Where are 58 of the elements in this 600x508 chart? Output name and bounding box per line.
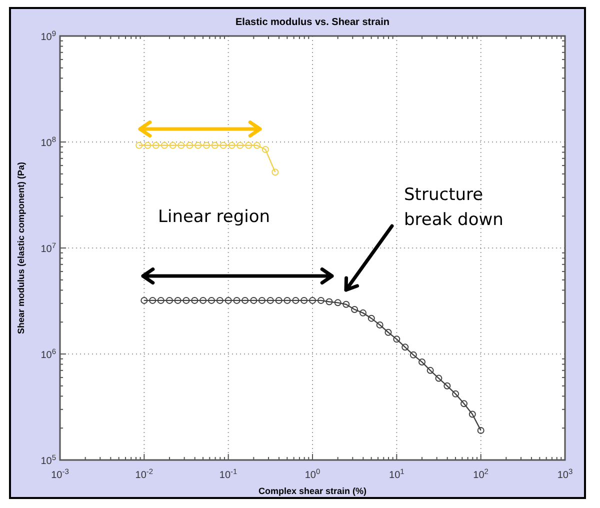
point <box>157 296 164 304</box>
point <box>216 296 224 304</box>
point <box>351 306 358 313</box>
point <box>174 296 182 304</box>
x-tick-label: 10$^{0}$ <box>304 466 320 481</box>
y-tick-label: 10$^{7}$ <box>40 240 56 255</box>
point <box>317 296 324 304</box>
x-tick-label: 10$^{-3}$ <box>51 466 69 481</box>
point <box>208 296 215 304</box>
annotation: Structure break down <box>404 185 504 230</box>
x-tick-label: 10$^{1}$ <box>389 466 404 481</box>
point <box>191 296 198 304</box>
point <box>266 296 274 304</box>
point <box>418 358 426 366</box>
point <box>402 344 409 351</box>
x-tick-label: 10$^{2}$ <box>473 466 488 481</box>
point <box>140 296 148 304</box>
y-tick-label: 10$^{5}$ <box>40 452 56 467</box>
point <box>233 296 240 304</box>
point <box>182 296 190 304</box>
point <box>200 296 207 304</box>
x-tick-label: 10$^{-2}$ <box>135 466 154 481</box>
point <box>275 296 282 304</box>
point <box>426 366 434 374</box>
point <box>166 296 174 304</box>
point <box>452 390 460 398</box>
annotation: Linear region <box>158 207 270 227</box>
point <box>359 309 366 316</box>
y-tick-label: 10$^{9}$ <box>40 28 56 43</box>
point <box>368 314 375 322</box>
y-axis-title: Shear modulus (elastic component) (Pa) <box>16 162 26 334</box>
point <box>242 296 249 304</box>
point <box>284 296 291 304</box>
point <box>393 336 400 343</box>
point <box>334 299 342 306</box>
point <box>149 296 156 304</box>
point <box>292 296 300 304</box>
point <box>258 296 266 304</box>
x-tick-label: 10$^{-1}$ <box>219 466 238 481</box>
point <box>224 296 232 304</box>
point <box>250 296 258 304</box>
point <box>342 300 350 308</box>
point <box>376 321 384 328</box>
point <box>468 410 476 418</box>
y-tick-label: 10$^{6}$ <box>40 346 56 361</box>
y-tick-label: 10$^{8}$ <box>40 134 56 149</box>
point <box>309 296 316 304</box>
point <box>477 426 484 434</box>
point <box>384 328 392 336</box>
point <box>326 298 333 306</box>
x-axis-title: Complex shear strain (%) <box>258 486 367 496</box>
point <box>444 382 451 390</box>
point <box>435 374 442 382</box>
chart-title: Elastic modulus vs. Shear strain <box>236 17 390 28</box>
point <box>460 400 468 408</box>
point <box>300 296 308 304</box>
x-tick-label: 10$^{3}$ <box>557 466 573 481</box>
point <box>410 351 417 358</box>
